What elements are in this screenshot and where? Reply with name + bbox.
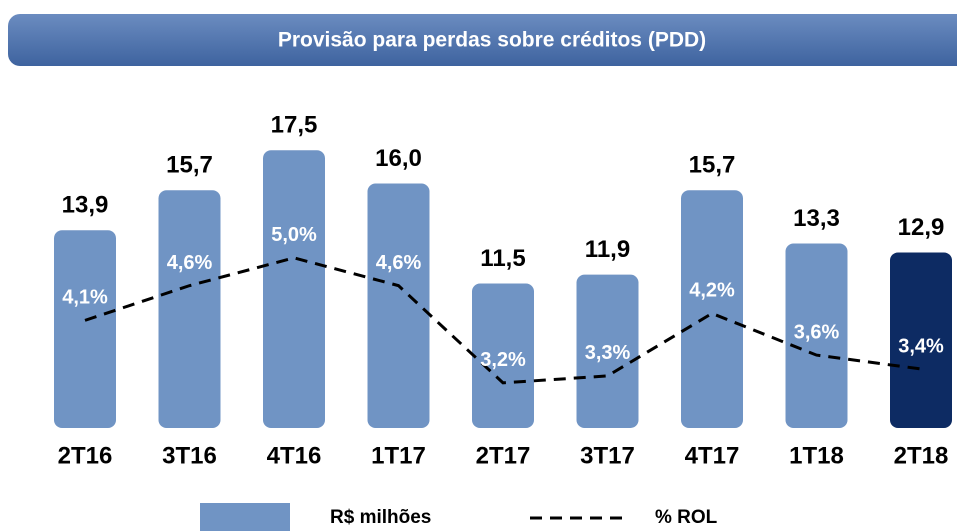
line-value-label: 4,2% <box>689 280 735 302</box>
x-tick-label: 3T16 <box>162 442 217 469</box>
bar <box>54 230 116 428</box>
legend-label: R$ milhões <box>330 507 431 528</box>
x-tick-label: 4T16 <box>267 442 322 469</box>
bar-value-label: 16,0 <box>375 145 422 172</box>
bar <box>681 190 743 428</box>
bar-value-label: 12,9 <box>898 214 945 241</box>
bar <box>785 243 848 428</box>
line-value-label: 3,3% <box>585 342 631 364</box>
bar <box>472 283 534 428</box>
bar-value-label: 15,7 <box>166 152 213 179</box>
legend-label: % ROL <box>655 507 718 528</box>
line-value-label: 4,6% <box>167 252 213 274</box>
line-value-label: 3,6% <box>794 321 840 343</box>
bar <box>367 183 430 428</box>
line-value-label: 5,0% <box>271 224 317 246</box>
x-tick-label: 1T17 <box>371 442 426 469</box>
line <box>84 256 922 385</box>
bar <box>890 252 952 428</box>
bar-value-label: 15,7 <box>689 152 736 179</box>
bar-value-label: 11,9 <box>585 236 630 263</box>
line-value-label: 3,4% <box>898 335 944 357</box>
line-value-label: 4,1% <box>62 287 108 309</box>
bar-value-label: 11,5 <box>480 245 525 272</box>
chart-title: Provisão para perdas sobre créditos (PDD… <box>278 29 706 52</box>
x-tick-label: 1T18 <box>789 442 844 469</box>
bar <box>263 150 325 428</box>
bar-value-label: 13,9 <box>62 192 109 219</box>
bar <box>158 190 221 428</box>
bar-value-label: 17,5 <box>271 112 318 139</box>
line-value-label: 3,2% <box>480 349 526 371</box>
x-tick-label: 2T16 <box>58 442 113 469</box>
legend-swatch <box>200 503 290 531</box>
x-tick-label: 2T18 <box>894 442 949 469</box>
bar-value-label: 13,3 <box>793 205 840 232</box>
x-tick-label: 3T17 <box>580 442 635 469</box>
x-tick-label: 2T17 <box>476 442 531 469</box>
bar <box>576 274 639 428</box>
line-value-label: 4,6% <box>376 252 422 274</box>
title-banner <box>8 14 957 66</box>
x-tick-label: 4T17 <box>685 442 740 469</box>
